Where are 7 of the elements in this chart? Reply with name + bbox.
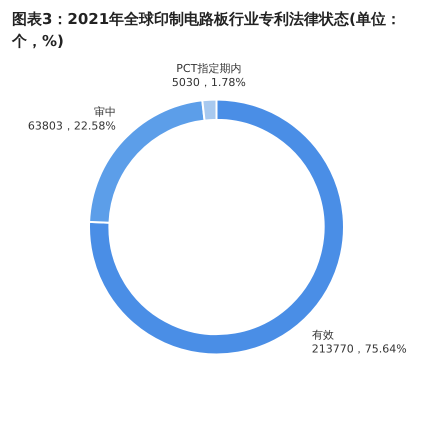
slice-label: 有效: [312, 328, 334, 342]
data-label: 213770，75.64%: [312, 342, 407, 356]
slice-label: 审中: [94, 106, 116, 119]
data-label: 5030，1.78%: [172, 76, 246, 90]
slice-label: PCT指定期内: [176, 62, 242, 76]
data-label: 63803，22.58%: [28, 120, 116, 133]
chart-title: 图表3：2021年全球印制电路板行业专利法律状态(单位：个，%): [10, 9, 402, 52]
